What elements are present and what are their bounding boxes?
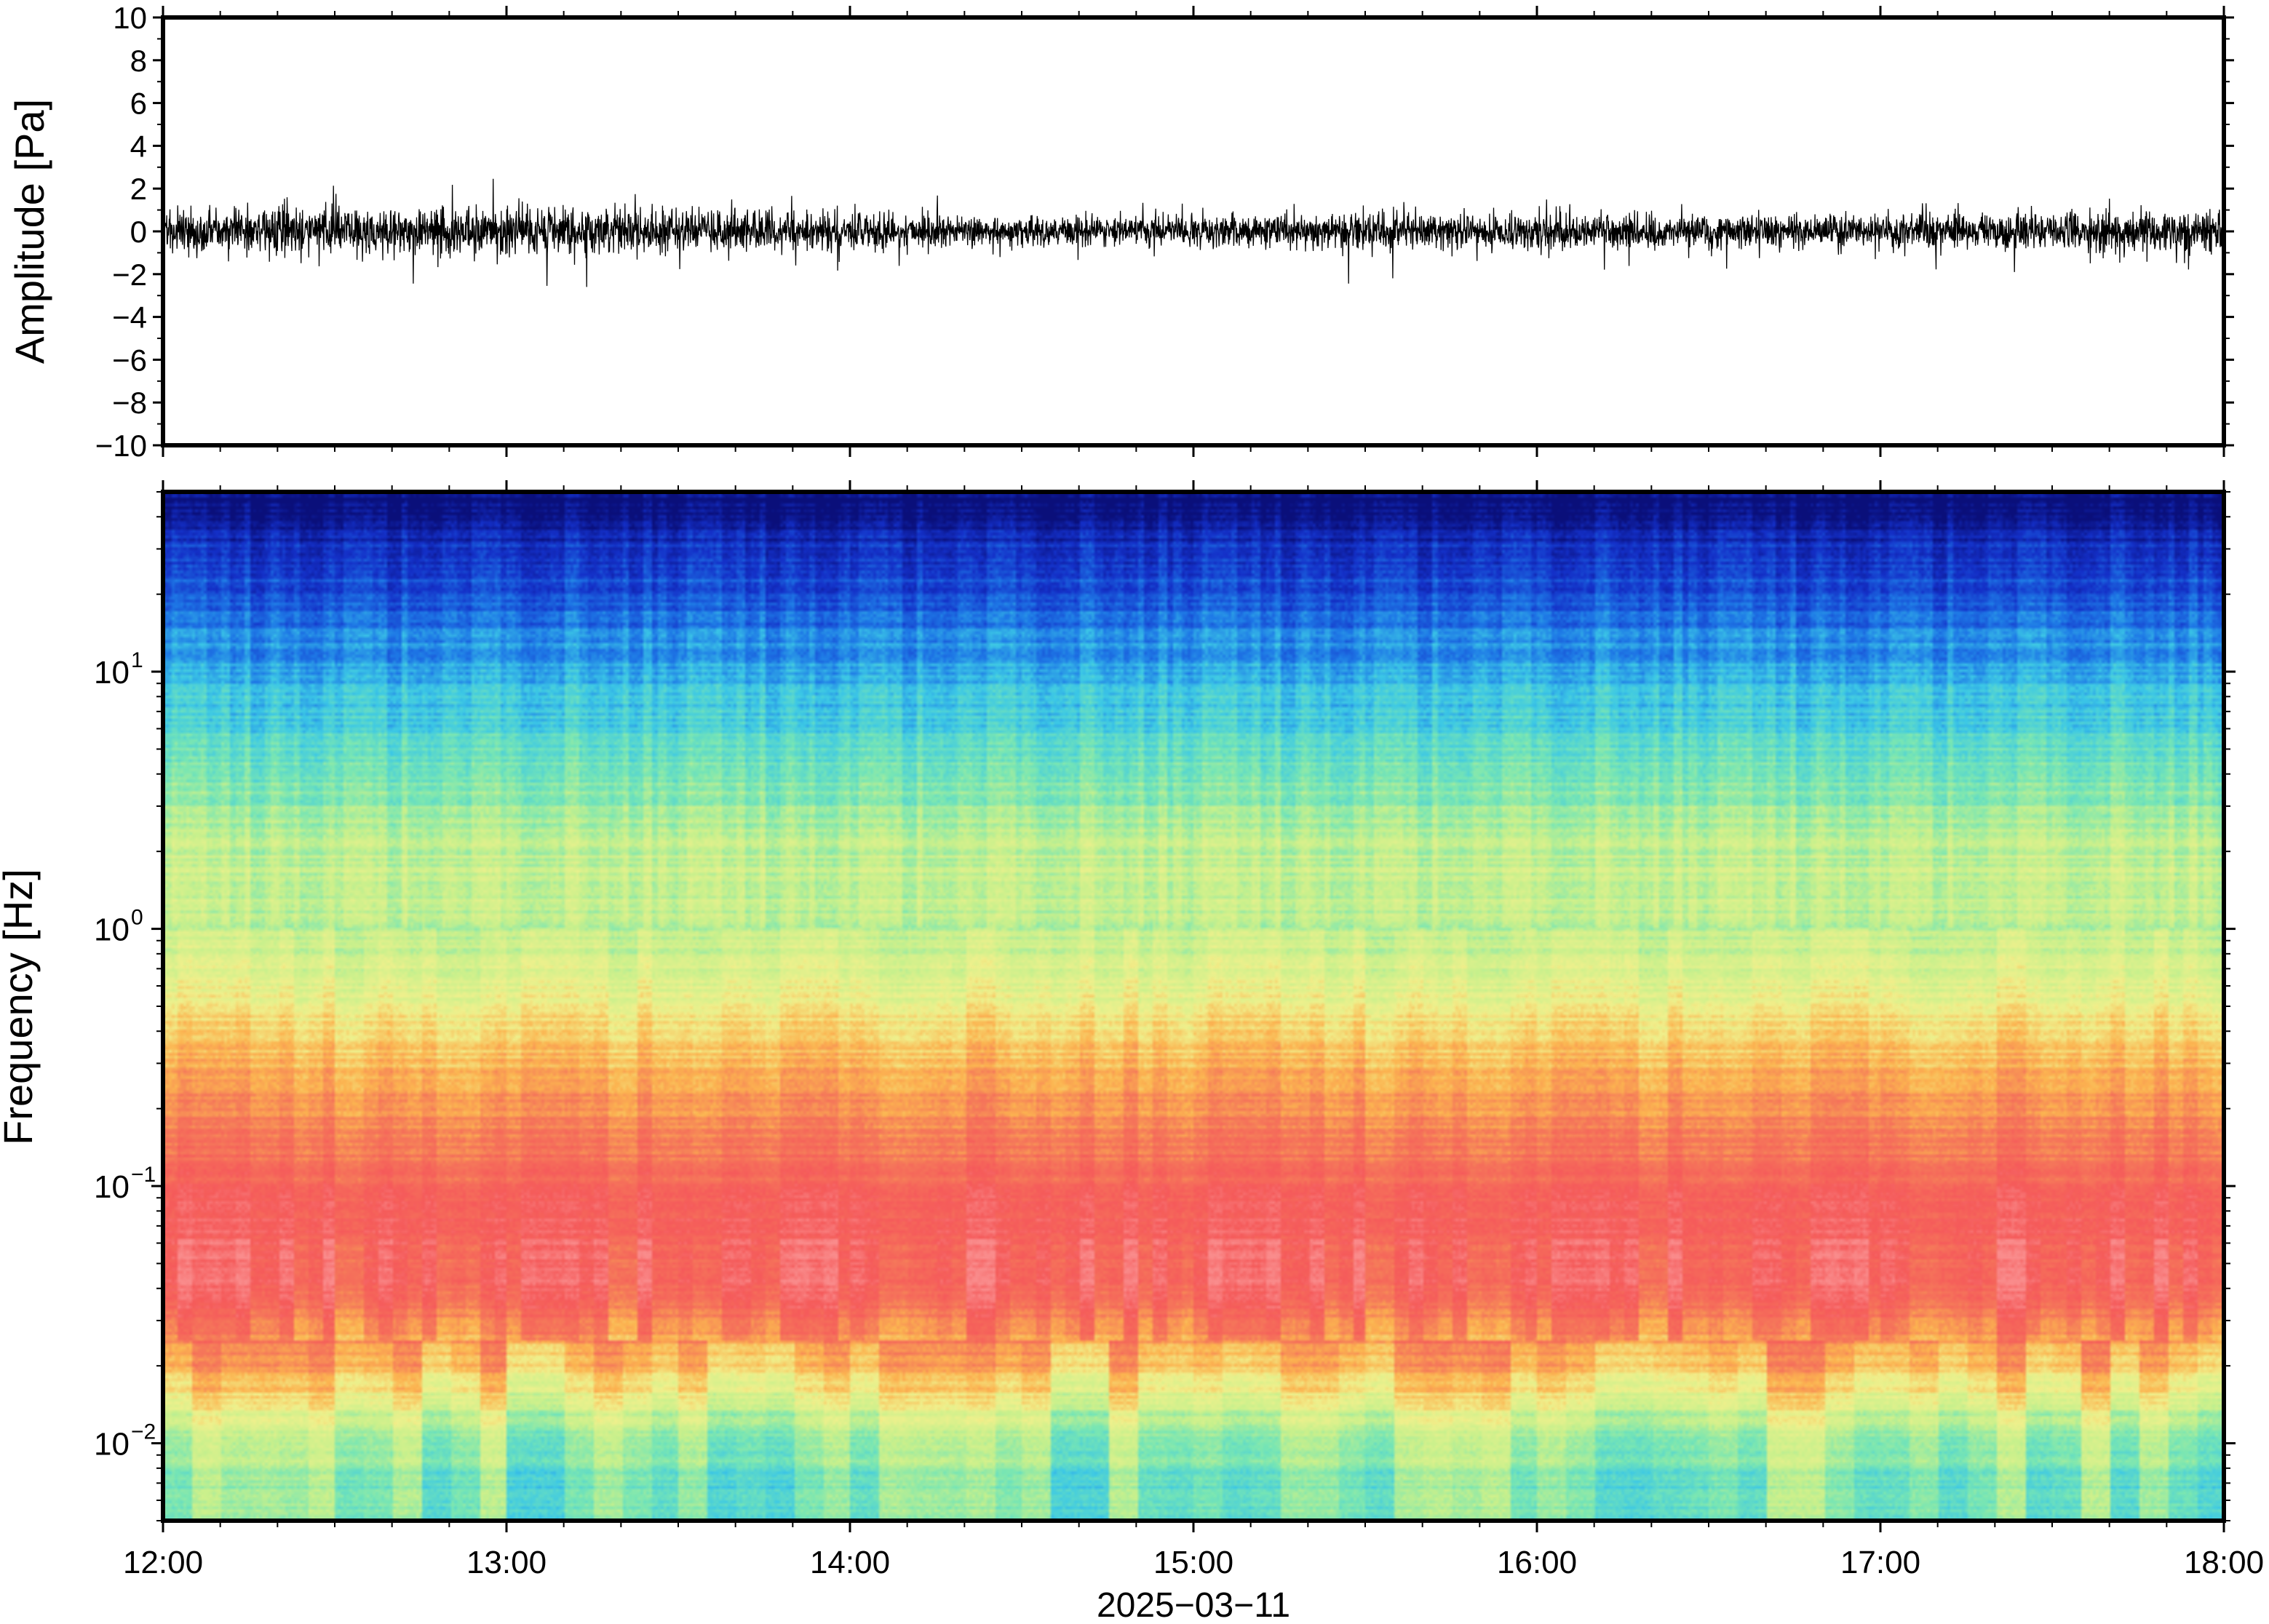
spectrogram-x-tick-label: 17:00 xyxy=(1840,1545,1920,1580)
spectrogram-x-tick-label: 16:00 xyxy=(1497,1545,1577,1580)
spectrogram-y-tick-exponent: 1 xyxy=(131,648,143,672)
waveform-y-tick-label: 6 xyxy=(130,87,147,121)
spectrogram-y-tick-label: 10 xyxy=(94,1427,130,1462)
waveform-y-tick-label: −6 xyxy=(112,343,147,377)
spectrogram-x-tick-label: 15:00 xyxy=(1153,1545,1233,1580)
spectrogram-x-label: 2025−03−11 xyxy=(1097,1586,1290,1624)
spectrogram-x-tick-label: 18:00 xyxy=(2184,1545,2264,1580)
spectrogram-y-label: Frequency [Hz] xyxy=(0,869,41,1145)
spectrogram-x-tick-label: 12:00 xyxy=(123,1545,203,1580)
spectrogram-y-tick-label: 10 xyxy=(94,912,130,948)
waveform-y-tick-label: −2 xyxy=(112,258,147,292)
waveform-y-tick-label: 8 xyxy=(130,44,147,78)
waveform-y-tick-label: 2 xyxy=(130,172,147,206)
spectrogram-y-tick-exponent: 0 xyxy=(131,906,143,930)
waveform-y-tick-label: −8 xyxy=(112,386,147,420)
waveform-y-tick-label: −10 xyxy=(95,429,147,463)
spectrogram-y-tick-exponent: −2 xyxy=(131,1420,156,1444)
waveform-y-tick-label: 4 xyxy=(130,129,147,163)
waveform-line xyxy=(163,178,2224,287)
spectrogram-image xyxy=(163,492,2224,1521)
spectrogram-y-tick-label: 10 xyxy=(94,1169,130,1205)
waveform-y-axis: −10 −8 −6 −4 −2 0 2 4 6 8 10 xyxy=(95,1,2234,463)
waveform-y-tick-label: −4 xyxy=(112,300,147,335)
waveform-panel: −10 −8 −6 −4 −2 0 2 4 6 8 10 Amplitude [Pa] xyxy=(7,1,2234,463)
waveform-trace xyxy=(163,178,2224,287)
waveform-y-tick-label: 0 xyxy=(130,215,147,249)
spectrogram-raster xyxy=(163,492,2224,1521)
waveform-y-label: Amplitude [Pa] xyxy=(7,99,52,364)
spectrogram-y-tick-exponent: −1 xyxy=(131,1163,156,1187)
waveform-y-tick-label: 10 xyxy=(113,1,147,35)
spectrogram-x-tick-label: 13:00 xyxy=(466,1545,547,1580)
spectrogram-y-tick-label: 10 xyxy=(94,655,130,690)
spectrogram-frame xyxy=(161,490,2226,1523)
spectrogram-x-tick-label: 14:00 xyxy=(810,1545,890,1580)
waveform-frame xyxy=(161,15,2226,447)
